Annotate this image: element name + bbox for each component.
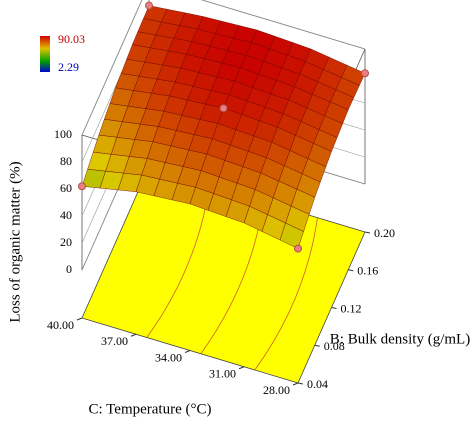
surface-patch: [277, 86, 349, 152]
x-tick-label: 28.00: [263, 383, 290, 397]
z-tick-label: 0: [66, 262, 72, 276]
x-tick: [238, 366, 245, 370]
y-tick-label: 0.20: [374, 226, 395, 240]
surface-patch: [98, 87, 170, 143]
surface-patch: [189, 153, 262, 224]
surface-patch: [115, 44, 187, 97]
design-point: [294, 244, 302, 253]
x-tick-label: 34.00: [155, 350, 182, 364]
surface-patch: [260, 126, 332, 198]
design-point: [361, 69, 369, 78]
z-tick-label: 40: [60, 208, 72, 222]
colorbar-max: 90.03: [58, 32, 85, 46]
z-axis-title: Loss of organic matter (%): [7, 161, 23, 322]
design-point: [78, 182, 86, 191]
x-tick: [184, 350, 191, 353]
x-tick-label: 31.00: [209, 367, 236, 381]
colorbar: [40, 36, 50, 72]
y-tick-label: 0.12: [341, 301, 362, 315]
x-axis-title: C: Temperature (°C): [89, 401, 212, 417]
grid-line: [81, 0, 366, 136]
surface: [81, 5, 366, 249]
surface-patch: [152, 95, 224, 155]
surface-patch: [243, 172, 316, 249]
z-tick-label: 60: [60, 181, 72, 195]
y-tick-label: 0.04: [307, 377, 328, 391]
surface-patch: [81, 134, 154, 193]
labels: 0 20 40 60 80 100 40.00 37.00 34.00 31.00 28.00 0.0…: [47, 1, 395, 397]
x-tick: [76, 317, 83, 321]
y-tick: [297, 382, 304, 385]
y-tick: [314, 344, 320, 347]
x-tick: [292, 382, 299, 386]
y-tick: [348, 269, 354, 272]
y-tick: [364, 231, 371, 234]
surface-cell: [279, 222, 304, 249]
design-point: [219, 104, 228, 113]
x-tick: [130, 333, 137, 337]
y-tick-label: 0.16: [357, 264, 378, 278]
y-tick: [331, 307, 337, 309]
surface-patch: [240, 29, 312, 87]
surface-patch: [132, 5, 204, 55]
x-tick-label: 37.00: [101, 334, 128, 348]
colorbar-min: 2.29: [58, 60, 79, 74]
z-tick-label: 20: [60, 235, 72, 249]
y-tick-label: 0.08: [324, 339, 345, 353]
contour-line: [254, 217, 318, 371]
z-tick-label: 100: [54, 127, 72, 141]
y-axis-title: B: Bulk density (g/mL): [330, 331, 470, 347]
surface-patch: [186, 16, 258, 69]
surface-patch: [206, 107, 278, 174]
design-point: [145, 1, 153, 10]
z-tick-label: 80: [60, 154, 72, 168]
surface-patch: [135, 141, 208, 205]
surface-patch: [223, 67, 295, 128]
x-tick-label: 40.00: [47, 318, 74, 332]
